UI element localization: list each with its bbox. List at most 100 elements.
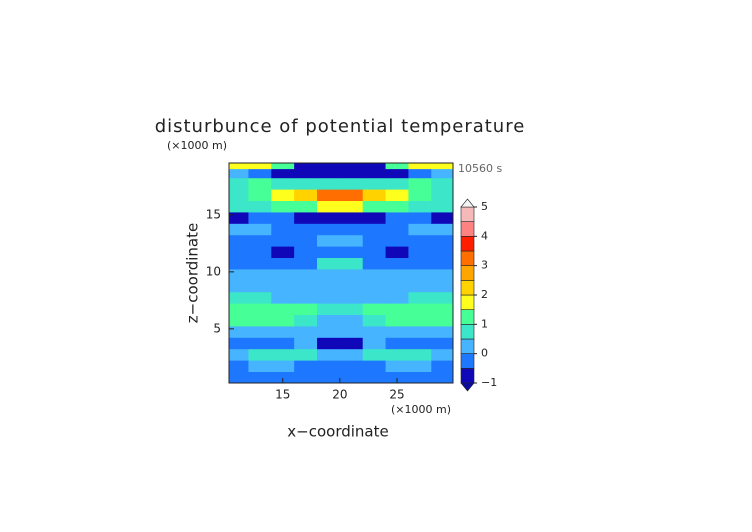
contour-cell xyxy=(385,269,409,281)
contour-cell xyxy=(229,326,249,338)
contour-cell xyxy=(385,314,409,327)
contour-cell xyxy=(294,371,318,384)
contour-cell xyxy=(294,246,318,259)
contour-cell xyxy=(362,223,386,236)
contour-cell xyxy=(431,234,454,247)
contour-cell xyxy=(431,371,454,384)
contour-cell xyxy=(317,234,341,247)
contour-cell xyxy=(339,189,364,202)
contour-cell xyxy=(248,314,272,327)
contour-cell xyxy=(229,257,249,270)
contour-cell xyxy=(362,326,386,338)
contour-cell xyxy=(248,189,272,202)
contour-cell xyxy=(317,223,341,236)
contour-cell xyxy=(271,257,295,270)
contour-cell xyxy=(317,200,341,213)
contour-cell xyxy=(248,234,272,247)
contour-cell xyxy=(339,163,364,170)
contour-cell xyxy=(248,269,272,281)
contour-cell xyxy=(431,326,454,338)
contour-cell xyxy=(408,177,432,190)
contour-cell xyxy=(294,280,318,293)
contour-cell xyxy=(339,246,364,259)
contour-cell xyxy=(362,212,386,224)
contour-cell xyxy=(408,189,432,202)
contour-cell xyxy=(362,314,386,327)
contour-cell xyxy=(294,163,318,170)
colorbar-tick-label: 2 xyxy=(481,288,488,301)
contour-cell xyxy=(339,212,364,224)
contour-cell xyxy=(271,348,295,361)
contour-cell xyxy=(385,223,409,236)
contour-cell xyxy=(317,163,341,170)
contour-cell xyxy=(229,234,249,247)
plot-frame xyxy=(228,162,454,384)
contour-cell xyxy=(339,371,364,384)
contour-cell xyxy=(408,291,432,304)
contour-cell xyxy=(385,257,409,270)
contour-cell xyxy=(385,234,409,247)
contour-cell xyxy=(229,200,249,213)
contour-cell xyxy=(317,314,341,327)
contour-cell xyxy=(248,200,272,213)
contour-cell xyxy=(385,326,409,338)
contour-cell xyxy=(294,212,318,224)
contour-cell xyxy=(271,280,295,293)
contour-cell xyxy=(317,337,341,350)
contour-cell xyxy=(339,200,364,213)
contour-cell xyxy=(229,223,249,236)
contour-cell xyxy=(408,360,432,373)
contour-cell xyxy=(431,337,454,350)
contour-cell xyxy=(408,234,432,247)
contour-cell xyxy=(339,326,364,338)
contour-cell xyxy=(339,337,364,350)
contour-cell xyxy=(229,269,249,281)
contour-cell xyxy=(339,234,364,247)
contour-cell xyxy=(431,200,454,213)
contour-cell xyxy=(294,348,318,361)
contour-cell xyxy=(385,348,409,361)
contour-cell xyxy=(339,291,364,304)
contour-cell xyxy=(317,257,341,270)
contour-cell xyxy=(362,348,386,361)
contour-cell xyxy=(317,168,341,179)
contour-cell xyxy=(229,291,249,304)
colorbar-box xyxy=(460,294,475,310)
contour-cell xyxy=(339,303,364,316)
contour-cell xyxy=(408,223,432,236)
contour-cell xyxy=(362,168,386,179)
contour-cell xyxy=(431,291,454,304)
contour-cell xyxy=(385,303,409,316)
contour-cell xyxy=(229,177,249,190)
contour-cell xyxy=(408,314,432,327)
contour-cell xyxy=(229,360,249,373)
contour-cell xyxy=(362,257,386,270)
contour-cell xyxy=(431,314,454,327)
time-label: 10560 s xyxy=(458,162,502,175)
contour-cell xyxy=(294,223,318,236)
contour-cell xyxy=(271,303,295,316)
contour-cell xyxy=(385,163,409,170)
contour-cell xyxy=(271,314,295,327)
colorbar-tick-label: 0 xyxy=(481,347,488,360)
contour-cell xyxy=(294,303,318,316)
contour-cell xyxy=(229,189,249,202)
contour-cell xyxy=(385,360,409,373)
contour-cell xyxy=(362,269,386,281)
contour-cell xyxy=(339,280,364,293)
colorbar-box xyxy=(460,338,475,354)
contour-cell xyxy=(294,168,318,179)
contour-cell xyxy=(408,246,432,259)
contour-cell xyxy=(229,371,249,384)
contour-cell xyxy=(294,234,318,247)
colorbar-box xyxy=(460,236,475,252)
contour-cell xyxy=(431,360,454,373)
y-tick-label: 10 xyxy=(206,264,221,278)
contour-cell xyxy=(408,163,432,170)
contour-cell xyxy=(229,212,249,224)
contour-cell xyxy=(317,371,341,384)
contour-cell xyxy=(317,269,341,281)
contour-cell xyxy=(339,269,364,281)
colorbar-tick-label: 5 xyxy=(481,200,488,213)
